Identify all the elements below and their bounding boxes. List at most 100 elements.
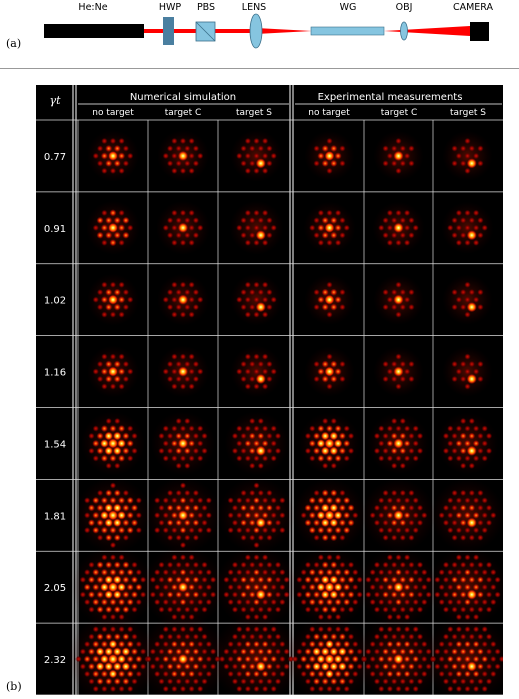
pattern-spot xyxy=(460,160,467,167)
target-spot xyxy=(393,510,404,521)
target-spot xyxy=(466,589,477,600)
pattern-spot xyxy=(175,663,183,670)
target-spot xyxy=(178,294,188,305)
pattern-spot xyxy=(188,137,195,145)
pattern-spot xyxy=(399,303,406,311)
pattern-spot xyxy=(321,144,329,153)
row-label: 0.77 xyxy=(44,152,66,163)
pattern-cell xyxy=(304,346,355,397)
pattern-spot xyxy=(408,217,415,224)
pattern-spot xyxy=(253,440,260,447)
pattern-spot xyxy=(382,160,389,167)
pattern-spot xyxy=(399,576,407,584)
pattern-spot xyxy=(113,647,122,656)
pattern-spot xyxy=(412,655,420,663)
pattern-spot xyxy=(325,639,334,649)
pattern-spot xyxy=(395,137,402,145)
pattern-spot xyxy=(179,383,187,390)
pattern-spot xyxy=(240,160,247,167)
pattern-spot xyxy=(494,663,501,670)
pattern-spot xyxy=(96,447,104,455)
pattern-spot xyxy=(244,281,252,288)
pattern-spot xyxy=(158,576,165,583)
pattern-spot xyxy=(481,569,488,576)
pattern-spot xyxy=(347,606,355,613)
pattern-spot xyxy=(339,360,346,368)
pattern-spot xyxy=(464,655,471,663)
pattern-spot xyxy=(236,152,243,160)
pattern-spot xyxy=(253,670,260,678)
pattern-spot xyxy=(188,583,196,591)
pattern-spot xyxy=(347,633,355,640)
pattern-spot xyxy=(261,152,269,160)
pattern-spot xyxy=(451,648,458,656)
row-label: 1.16 xyxy=(44,368,66,379)
pattern-spot xyxy=(434,576,441,583)
pattern-spot xyxy=(460,375,467,383)
pattern-spot xyxy=(175,303,182,311)
pattern-spot xyxy=(308,598,316,606)
pattern-spot xyxy=(391,360,398,368)
pattern-spot xyxy=(166,678,174,685)
pattern-spot xyxy=(121,662,131,671)
pattern-spot xyxy=(464,167,471,175)
pattern-spot xyxy=(472,626,480,633)
pattern-spot xyxy=(490,655,497,663)
pattern-cell xyxy=(290,547,369,627)
pattern-spot xyxy=(386,296,394,303)
pattern-spot xyxy=(109,496,117,505)
pattern-spot xyxy=(249,360,256,368)
pattern-spot xyxy=(266,232,273,239)
pattern-spot xyxy=(442,576,450,583)
pattern-spot xyxy=(274,678,282,685)
pattern-spot xyxy=(382,633,389,640)
pattern-spot xyxy=(494,648,501,655)
pattern-spot xyxy=(205,640,212,648)
pattern-spot xyxy=(322,417,329,425)
pattern-spot xyxy=(261,655,269,663)
pattern-spot xyxy=(485,591,493,598)
pattern-spot xyxy=(244,137,252,145)
pattern-spot xyxy=(113,590,122,599)
pattern-spot xyxy=(477,519,484,526)
pattern-spot xyxy=(162,368,169,375)
pattern-spot xyxy=(105,489,113,497)
pattern-spot xyxy=(113,677,121,686)
pattern-spot xyxy=(122,534,130,541)
pattern-spot xyxy=(162,670,169,678)
pattern-spot xyxy=(403,583,411,591)
pattern-spot xyxy=(240,303,247,311)
waveguide xyxy=(310,26,385,36)
pattern-spot xyxy=(240,447,247,455)
pattern-spot xyxy=(464,440,471,447)
pattern-spot xyxy=(179,497,187,504)
pattern-spot xyxy=(442,591,450,598)
pattern-spot xyxy=(378,527,385,534)
pattern-spot xyxy=(451,633,458,640)
pattern-spot xyxy=(87,504,96,512)
pattern-spot xyxy=(313,534,320,541)
pattern-spot xyxy=(317,209,325,217)
pattern-spot xyxy=(386,440,394,447)
pattern-spot xyxy=(434,591,441,598)
pattern-spot xyxy=(274,663,282,670)
pattern-spot xyxy=(317,152,325,160)
pattern-spot xyxy=(261,497,269,504)
pattern-spot xyxy=(347,591,355,599)
pattern-spot xyxy=(105,159,113,167)
pattern-spot xyxy=(343,496,351,505)
pattern-spot xyxy=(464,368,471,375)
pattern-cell xyxy=(230,273,283,326)
pattern-spot xyxy=(365,591,372,598)
pattern-spot xyxy=(468,561,475,569)
row-label: 2.32 xyxy=(44,655,66,666)
pattern-spot xyxy=(416,591,424,598)
pattern-spot xyxy=(390,519,398,527)
pattern-spot xyxy=(261,353,269,360)
pattern-spot xyxy=(162,224,169,232)
pattern-spot xyxy=(261,598,269,606)
pattern-spot xyxy=(122,360,130,368)
pattern-spot xyxy=(347,432,355,440)
pattern-spot xyxy=(113,633,121,641)
pattern-cell xyxy=(286,615,373,695)
